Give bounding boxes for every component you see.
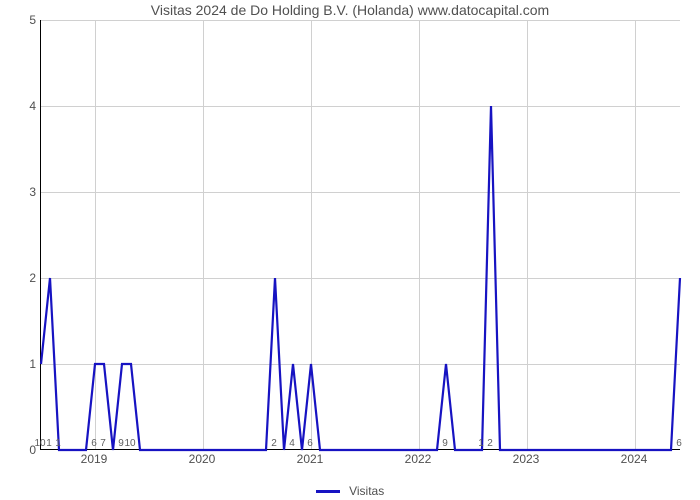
legend-swatch [316, 490, 340, 493]
x-minor-label: 4 [289, 438, 295, 449]
x-minor-label: 10 [34, 438, 45, 449]
x-minor-label: 2 [271, 438, 277, 449]
line-series [41, 20, 680, 449]
y-tick-label: 3 [6, 185, 36, 199]
x-minor-label: 6 [307, 438, 313, 449]
x-minor-label: 6 [676, 438, 682, 449]
x-tick-label: 2024 [621, 452, 648, 466]
x-minor-label: 2 [487, 438, 493, 449]
legend-label: Visitas [349, 484, 384, 498]
y-tick-label: 0 [6, 443, 36, 457]
y-tick-label: 5 [6, 13, 36, 27]
y-tick-label: 2 [6, 271, 36, 285]
x-tick-label: 2021 [297, 452, 324, 466]
chart-container: Visitas 2024 de Do Holding B.V. (Holanda… [0, 0, 700, 500]
x-minor-label: 1 [55, 438, 61, 449]
y-tick-label: 1 [6, 357, 36, 371]
x-minor-label: 1 [46, 438, 52, 449]
x-tick-label: 2023 [513, 452, 540, 466]
x-tick-label: 2020 [189, 452, 216, 466]
plot-area [40, 20, 680, 450]
legend: Visitas [0, 484, 700, 498]
x-tick-label: 2022 [405, 452, 432, 466]
chart-title: Visitas 2024 de Do Holding B.V. (Holanda… [0, 2, 700, 18]
x-minor-label: 7 [100, 438, 106, 449]
x-minor-label: 6 [91, 438, 97, 449]
x-minor-label: 9 [442, 438, 448, 449]
x-minor-label: 1 [478, 438, 484, 449]
x-minor-label: 9 [118, 438, 124, 449]
x-tick-label: 2019 [81, 452, 108, 466]
y-tick-label: 4 [6, 99, 36, 113]
x-minor-label: 10 [124, 438, 135, 449]
